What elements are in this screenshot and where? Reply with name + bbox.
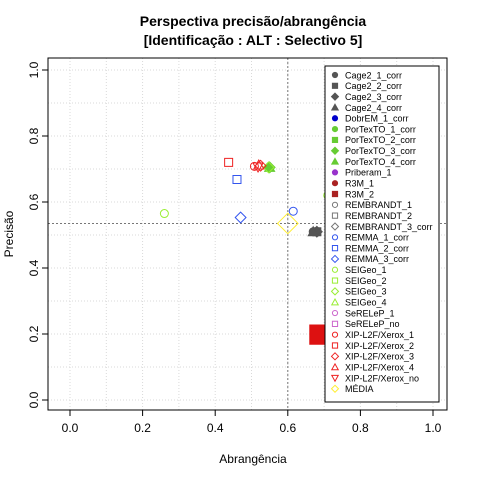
data-point [252,162,264,174]
data-point [307,225,320,237]
data-point [262,161,275,174]
legend-label: SeRELeP_1 [345,308,395,318]
legend-marker [330,362,340,371]
legend-label: SEIGeo_1 [345,265,387,275]
data-point [288,206,298,216]
data-point [159,209,169,219]
x-tick-label: 0.0 [62,421,79,435]
legend-marker [331,331,339,338]
legend-label: Cage2_3_corr [345,92,402,102]
legend-marker [331,309,339,317]
x-axis-label: Abrangência [219,452,287,466]
x-axis: 0.0 0.2 0.4 0.6 0.8 1.0 [62,409,442,435]
x-tick-label: 0.8 [352,421,369,435]
legend-label: PorTexTO_3_corr [345,146,416,156]
data-points [159,157,333,345]
legend-marker [331,266,339,273]
y-tick-label: 0.2 [27,325,41,342]
x-tick-label: 1.0 [425,421,442,435]
legend-label: REMBRANDT_1 [345,200,412,210]
legend-marker [331,234,339,241]
legend-marker [331,71,339,79]
legend-label: Priberam_1 [345,168,392,178]
legend-marker [330,222,340,231]
legend-marker [330,254,340,264]
y-tick-label: 1.0 [27,61,41,78]
x-tick-label: 0.2 [134,421,151,435]
data-point [252,159,265,170]
legend-label: XIP-L2F/Xerox_no [345,373,419,383]
legend-label: REMMA_3_corr [345,254,409,264]
data-point [276,212,299,235]
legend-label: MÉDIA [345,384,374,394]
legend-label: PorTexTO_2_corr [345,135,416,145]
y-axis-label: Precisão [2,210,16,257]
legend-marker [330,287,340,296]
y-tick-label: 0.0 [27,391,41,408]
data-point [232,175,242,185]
legend-label: REMBRANDT_3_corr [345,222,433,232]
legend-marker [331,245,339,252]
legend-marker [330,297,340,306]
legend-marker [330,157,340,165]
legend-label: R3M_1 [345,179,374,189]
legend-marker [331,82,339,89]
legend-label: XIP-L2F/Xerox_1 [345,330,414,340]
legend-label: Cage2_4_corr [345,103,402,113]
legend-label: PorTexTO_4_corr [345,157,416,167]
data-point [234,211,247,224]
x-tick-label: 0.4 [207,421,224,435]
chart-subtitle: [Identificação : ALT : Selectivo 5] [144,32,363,48]
legend-label: SEIGeo_2 [345,276,387,286]
legend-label: PorTexTO_1_corr [345,124,416,134]
legend-label: R3M_2 [345,189,374,199]
chart-title: Perspectiva precisão/abrangência [140,13,367,29]
legend-marker [331,115,339,122]
legend-label: REMMA_2_corr [345,243,409,253]
legend-marker [330,384,340,393]
legend: Cage2_1_corrCage2_2_corrCage2_3_corrCage… [324,65,440,403]
y-tick-label: 0.6 [27,193,41,210]
x-tick-label: 0.6 [279,421,296,435]
legend-marker [331,201,339,208]
legend-marker [331,180,339,187]
legend-marker [330,103,340,111]
legend-marker [330,92,340,101]
legend-marker [331,136,339,144]
data-point [224,157,234,167]
legend-label: DobrEM_1_corr [345,114,409,124]
y-axis: 0.0 0.2 0.4 0.6 0.8 1.0 [27,61,49,408]
legend-marker [331,126,339,133]
y-tick-label: 0.4 [27,259,41,276]
data-point [249,161,259,171]
grid [48,58,447,410]
legend-marker [331,320,339,327]
legend-marker [331,277,339,284]
legend-label: Cage2_2_corr [345,81,402,91]
legend-label: SEIGeo_4 [345,298,387,308]
legend-box [324,65,440,403]
legend-marker [331,342,339,349]
legend-label: XIP-L2F/Xerox_2 [345,341,414,351]
legend-marker [330,146,340,155]
legend-label: REMMA_1_corr [345,233,409,243]
legend-label: SeRELeP_no [345,319,400,329]
legend-label: SEIGeo_3 [345,287,387,297]
legend-label: XIP-L2F/Xerox_4 [345,362,414,372]
y-tick-label: 0.8 [27,127,41,144]
legend-label: REMBRANDT_2 [345,211,412,221]
legend-marker [331,190,339,198]
legend-label: Cage2_1_corr [345,70,402,80]
legend-marker [331,169,339,176]
legend-marker [330,352,340,361]
legend-label: XIP-L2F/Xerox_3 [345,352,414,362]
legend-marker [330,374,340,383]
legend-marker [331,212,339,219]
